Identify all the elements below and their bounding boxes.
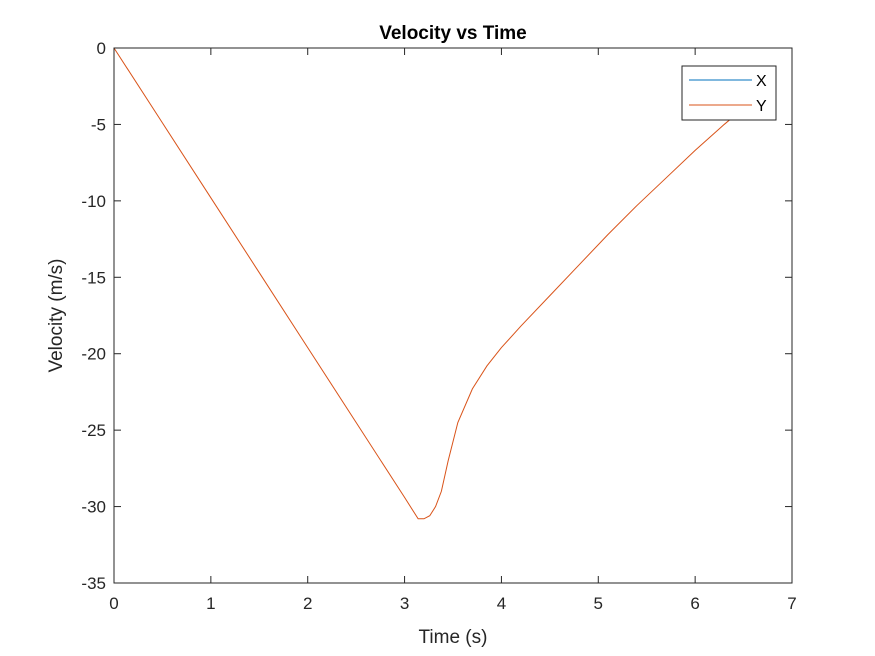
legend: XY bbox=[681, 65, 777, 121]
legend-label-y: Y bbox=[756, 98, 767, 115]
ticks-layer: 0 1 2 3 4 5 6 7 0 -5 -10 -15 -20 -25 -30 -35 bbox=[81, 39, 796, 613]
y-tick-label: -5 bbox=[91, 115, 106, 134]
x-tick-label: 7 bbox=[787, 594, 796, 613]
y-tick-label: -30 bbox=[81, 498, 106, 517]
y-tick-label: -25 bbox=[81, 421, 106, 440]
y-tick-label: -10 bbox=[81, 192, 106, 211]
x-tick-label: 2 bbox=[303, 594, 312, 613]
chart-title: Velocity vs Time bbox=[379, 23, 527, 44]
y-tick-label: -35 bbox=[81, 574, 106, 593]
series-layer bbox=[113, 47, 740, 520]
x-tick-label: 0 bbox=[109, 594, 118, 613]
y-tick-label: 0 bbox=[97, 39, 106, 58]
x-tick-label: 1 bbox=[206, 594, 215, 613]
plot-area-frame bbox=[113, 47, 793, 584]
x-tick-label: 3 bbox=[400, 594, 409, 613]
y-tick-label: -20 bbox=[81, 345, 106, 364]
legend-label-x: X bbox=[756, 73, 767, 90]
x-tick-label: 4 bbox=[497, 594, 506, 613]
x-axis-label: Time (s) bbox=[419, 627, 488, 648]
series-line-y bbox=[113, 47, 740, 520]
y-axis-label: Velocity (m/s) bbox=[46, 258, 67, 372]
x-tick-label: 6 bbox=[690, 594, 699, 613]
y-tick-label: -15 bbox=[81, 268, 106, 287]
legend-box bbox=[681, 65, 777, 121]
x-tick-label: 5 bbox=[594, 594, 603, 613]
